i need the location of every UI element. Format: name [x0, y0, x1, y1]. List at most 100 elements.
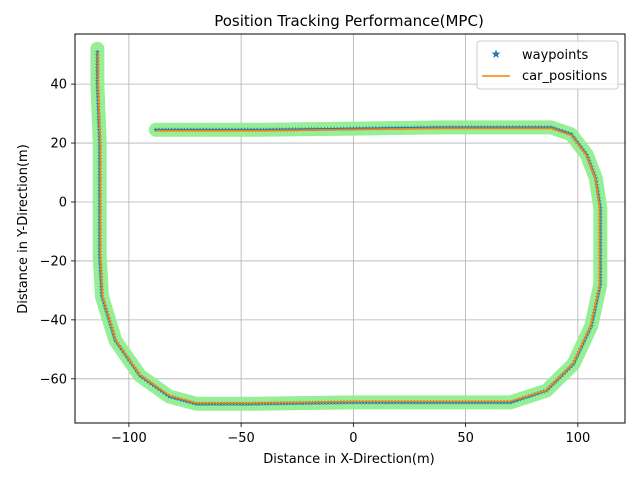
waypoint-marker [538, 124, 544, 130]
series-car-positions-line [97, 51, 601, 404]
waypoint-marker [488, 124, 494, 130]
waypoint-marker [210, 127, 216, 132]
chart-title: Position Tracking Performance(MPC) [214, 12, 484, 30]
waypoint-marker [357, 125, 363, 131]
waypoint-marker [363, 125, 369, 131]
waypoint-marker [450, 124, 456, 130]
waypoint-marker [475, 124, 481, 130]
waypoint-marker [443, 124, 449, 130]
waypoint-marker [491, 124, 497, 130]
waypoint-marker [312, 126, 318, 132]
waypoint-marker [245, 127, 251, 132]
waypoint-marker [267, 127, 273, 132]
waypoint-marker [235, 127, 241, 132]
waypoint-marker [418, 125, 424, 130]
waypoint-marker [562, 129, 568, 135]
waypoint-marker [238, 127, 244, 132]
waypoint-marker [223, 127, 229, 132]
waypoint-marker [159, 127, 165, 132]
waypoint-marker [516, 124, 522, 130]
waypoint-marker [344, 126, 350, 131]
waypoint-marker [548, 124, 554, 130]
waypoint-marker [178, 127, 184, 132]
waypoint-marker [500, 124, 506, 130]
waypoint-marker [270, 127, 276, 132]
waypoint-marker [405, 125, 411, 130]
x-tick-label: 100 [565, 431, 590, 446]
waypoint-marker [411, 125, 417, 130]
waypoint-marker [551, 125, 557, 131]
y-axis-label: Distance in Y-Direction(m) [16, 144, 31, 314]
waypoint-marker [200, 127, 206, 132]
waypoint-marker [191, 127, 197, 132]
series-group [94, 49, 603, 406]
waypoint-marker [347, 126, 353, 131]
waypoint-marker [376, 125, 382, 131]
waypoint-marker [213, 127, 219, 132]
waypoint-marker [440, 124, 446, 130]
waypoint-marker [299, 126, 305, 132]
y-tick-label: −60 [40, 372, 67, 387]
waypoint-marker [175, 127, 181, 132]
waypoint-marker [447, 124, 452, 130]
waypoint-marker [424, 125, 430, 130]
waypoint-marker [478, 124, 484, 130]
waypoint-marker [325, 126, 331, 132]
waypoint-marker [293, 126, 299, 132]
waypoint-marker [532, 124, 538, 130]
x-tick-label: −100 [111, 431, 147, 446]
waypoint-marker [485, 124, 491, 130]
waypoint-marker [309, 126, 315, 132]
waypoint-marker [557, 127, 563, 133]
waypoint-marker [554, 126, 560, 132]
waypoint-marker [229, 127, 235, 132]
waypoint-marker [251, 127, 257, 132]
waypoint-marker [219, 127, 225, 132]
waypoint-marker [354, 125, 360, 131]
waypoint-marker [169, 127, 175, 132]
waypoint-marker [302, 126, 308, 132]
waypoint-marker [162, 127, 168, 132]
waypoint-marker [328, 126, 334, 131]
waypoint-marker [523, 124, 529, 130]
waypoint-marker [207, 127, 213, 132]
waypoint-marker [466, 124, 471, 130]
x-tick-label: −50 [227, 431, 254, 446]
waypoint-marker [382, 125, 388, 131]
waypoint-marker [338, 126, 344, 131]
waypoint-marker [204, 127, 209, 132]
waypoint-marker [341, 126, 347, 131]
waypoint-marker [456, 124, 462, 130]
waypoint-marker [504, 124, 510, 130]
waypoint-marker [402, 125, 408, 131]
waypoint-marker [280, 126, 286, 132]
waypoint-marker [286, 126, 292, 132]
waypoint-marker [497, 124, 503, 130]
waypoint-marker [273, 127, 279, 132]
plot-area [75, 34, 625, 423]
waypoint-marker [421, 125, 427, 130]
waypoint-marker [535, 124, 541, 130]
waypoint-marker [289, 126, 295, 132]
legend-label-waypoints: waypoints [522, 48, 588, 63]
waypoint-marker [437, 124, 443, 130]
waypoint-marker [529, 124, 535, 130]
legend-label-car-positions: car_positions [522, 69, 607, 84]
waypoint-marker [261, 127, 267, 132]
y-tick-label: 0 [59, 195, 67, 210]
waypoint-marker [565, 130, 571, 136]
waypoint-marker [366, 125, 372, 131]
waypoint-marker [216, 127, 222, 132]
waypoint-marker [181, 127, 187, 132]
waypoint-marker [334, 126, 340, 131]
waypoint-marker [392, 125, 398, 131]
legend-marker-waypoints: ★ [491, 47, 502, 61]
waypoint-marker [242, 127, 248, 132]
legend-box [476, 40, 619, 90]
waypoint-marker [389, 125, 395, 131]
waypoint-marker [248, 127, 254, 132]
plot-frame [74, 33, 626, 424]
x-tick-label: 0 [349, 431, 357, 446]
waypoint-marker [519, 124, 525, 130]
